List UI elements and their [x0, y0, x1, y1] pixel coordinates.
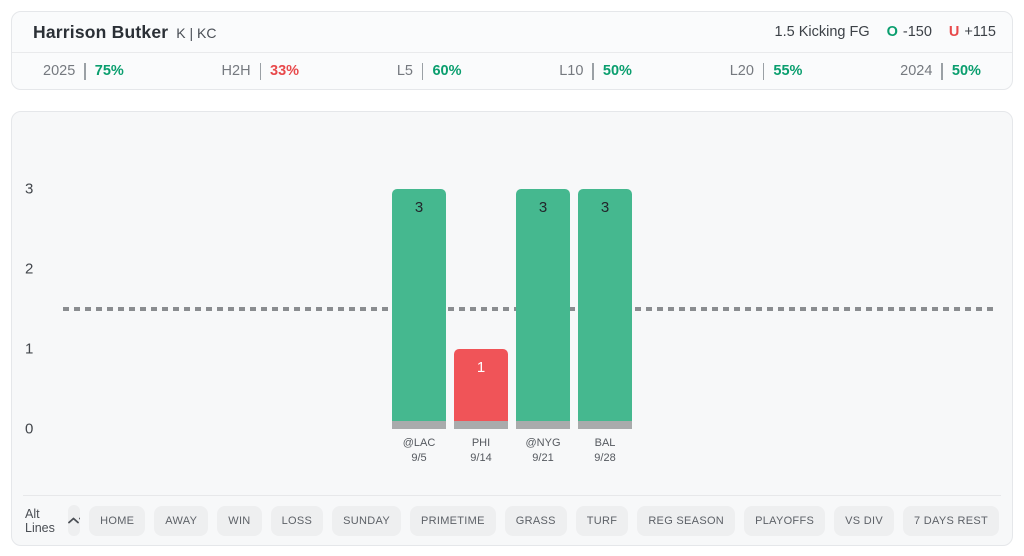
split-2025: 2025 75% — [43, 62, 124, 80]
bar-column-nyg: 3 @NYG 9/21 — [516, 189, 570, 464]
player-position-team: K | KC — [176, 24, 217, 41]
y-axis-tick: 1 — [25, 340, 34, 358]
filter-chip-7-days-rest[interactable]: 7 DAYS REST — [902, 505, 999, 536]
filter-chip-sunday[interactable]: SUNDAY — [332, 505, 401, 536]
split-l20: L20 55% — [729, 62, 803, 80]
y-axis-tick: 2 — [25, 260, 34, 278]
bar-value-label: 3 — [414, 199, 424, 216]
split-divider — [941, 62, 943, 80]
x-axis-label: @LAC 9/5 — [403, 436, 436, 466]
split-2024: 2024 50% — [900, 62, 981, 80]
bar-value-label: 1 — [476, 359, 486, 376]
under-odds-value: +115 — [964, 24, 996, 40]
split-label: L20 — [729, 63, 754, 79]
split-label: 2025 — [43, 63, 76, 79]
game-date-label: 9/21 — [532, 452, 554, 464]
filter-chip-playoffs[interactable]: PLAYOFFS — [744, 505, 826, 536]
over-icon: O — [886, 24, 898, 40]
split-l5: L5 60% — [396, 62, 462, 80]
under-icon: U — [948, 24, 960, 40]
filter-chip-loss[interactable]: LOSS — [270, 505, 324, 536]
game-date-label: 9/5 — [411, 452, 427, 464]
header-divider — [12, 52, 1012, 53]
opponent-label: BAL — [594, 437, 616, 449]
bar-value-label: 3 — [600, 199, 610, 216]
bar: 3 — [578, 189, 632, 429]
bar-base-strip — [454, 421, 508, 429]
bar: 1 — [454, 349, 508, 429]
bar-column-lac: 3 @LAC 9/5 — [392, 189, 446, 464]
x-axis-label: @NYG 9/21 — [525, 436, 560, 466]
y-axis-tick: 0 — [25, 420, 34, 438]
player-name: Harrison Butker — [33, 21, 169, 42]
split-h2h: H2H 33% — [221, 62, 300, 80]
split-label: 2024 — [900, 63, 933, 79]
x-axis-label: BAL 9/28 — [594, 436, 615, 466]
bar-value-label: 3 — [538, 199, 548, 216]
split-divider — [762, 62, 765, 80]
bar: 3 — [392, 189, 446, 429]
split-value: 50% — [951, 63, 981, 79]
filters-divider — [23, 495, 1001, 496]
filter-chip-away[interactable]: AWAY — [154, 505, 209, 536]
opponent-label: @LAC — [402, 437, 436, 449]
game-log-chart-card: 3 2 1 0 3 @LAC 9/5 1 — [11, 111, 1013, 546]
chevron-down-icon — [78, 517, 81, 520]
split-value: 50% — [602, 63, 632, 79]
filter-bar: Alt Lines HOME AWAY WIN LOSS SUNDAY PRIM… — [12, 496, 1012, 545]
market-label: 1.5 Kicking FG — [774, 24, 870, 40]
market-odds: 1.5 Kicking FG O -150 U +115 — [775, 24, 996, 40]
game-date-label: 9/14 — [470, 452, 492, 464]
filter-chip-win[interactable]: WIN — [217, 505, 262, 536]
line-up-button[interactable] — [67, 505, 79, 536]
bars-group: 3 @LAC 9/5 1 PHI 9/14 — [12, 189, 1012, 464]
filter-chip-vs-div[interactable]: VS DIV — [834, 505, 894, 536]
filter-chip-grass[interactable]: GRASS — [504, 505, 567, 536]
bar-column-phi: 1 PHI 9/14 — [454, 349, 508, 464]
bar-base-strip — [392, 421, 446, 429]
filter-chip-home[interactable]: HOME — [89, 505, 146, 536]
bar: 3 — [516, 189, 570, 429]
chart-plot-area: 3 2 1 0 3 @LAC 9/5 1 — [12, 112, 1012, 495]
split-divider — [259, 62, 262, 80]
player-identity: Harrison Butker K | KC — [33, 22, 216, 43]
chevron-up-icon — [67, 517, 79, 524]
split-l10: L10 50% — [559, 62, 632, 80]
opponent-label: PHI — [471, 437, 491, 449]
bar-base-strip — [516, 421, 570, 429]
split-value: 33% — [270, 63, 300, 79]
filter-chip-primetime[interactable]: PRIMETIME — [409, 505, 496, 536]
split-label: L5 — [396, 63, 413, 79]
split-divider — [421, 62, 424, 80]
split-label: H2H — [221, 63, 251, 79]
split-divider — [592, 62, 594, 80]
game-date-label: 9/28 — [594, 452, 616, 464]
bar-column-bal: 3 BAL 9/28 — [578, 189, 632, 464]
alt-lines-label: Alt Lines — [25, 506, 55, 535]
alt-lines-stepper — [67, 505, 81, 536]
split-divider — [84, 62, 86, 80]
hit-rate-splits-row: 2025 75% H2H 33% L5 60% L10 50% L20 — [12, 53, 1012, 89]
split-value: 60% — [432, 63, 462, 79]
player-header-row: Harrison Butker K | KC 1.5 Kicking FG O … — [12, 12, 1012, 52]
x-axis-label: PHI 9/14 — [470, 436, 491, 466]
filter-chip-turf[interactable]: TURF — [575, 505, 629, 536]
over-odds-button[interactable]: O -150 — [887, 24, 932, 40]
over-odds-value: -150 — [902, 24, 932, 40]
split-value: 55% — [773, 63, 803, 79]
filter-chip-reg-season[interactable]: REG SEASON — [637, 505, 736, 536]
player-header-card: Harrison Butker K | KC 1.5 Kicking FG O … — [11, 11, 1013, 90]
split-value: 75% — [94, 63, 124, 79]
line-down-button[interactable] — [78, 505, 81, 536]
opponent-label: @NYG — [525, 437, 561, 449]
y-axis-tick: 3 — [25, 180, 34, 198]
split-label: L10 — [559, 63, 584, 79]
bar-base-strip — [578, 421, 632, 429]
under-odds-button[interactable]: U +115 — [949, 24, 996, 40]
